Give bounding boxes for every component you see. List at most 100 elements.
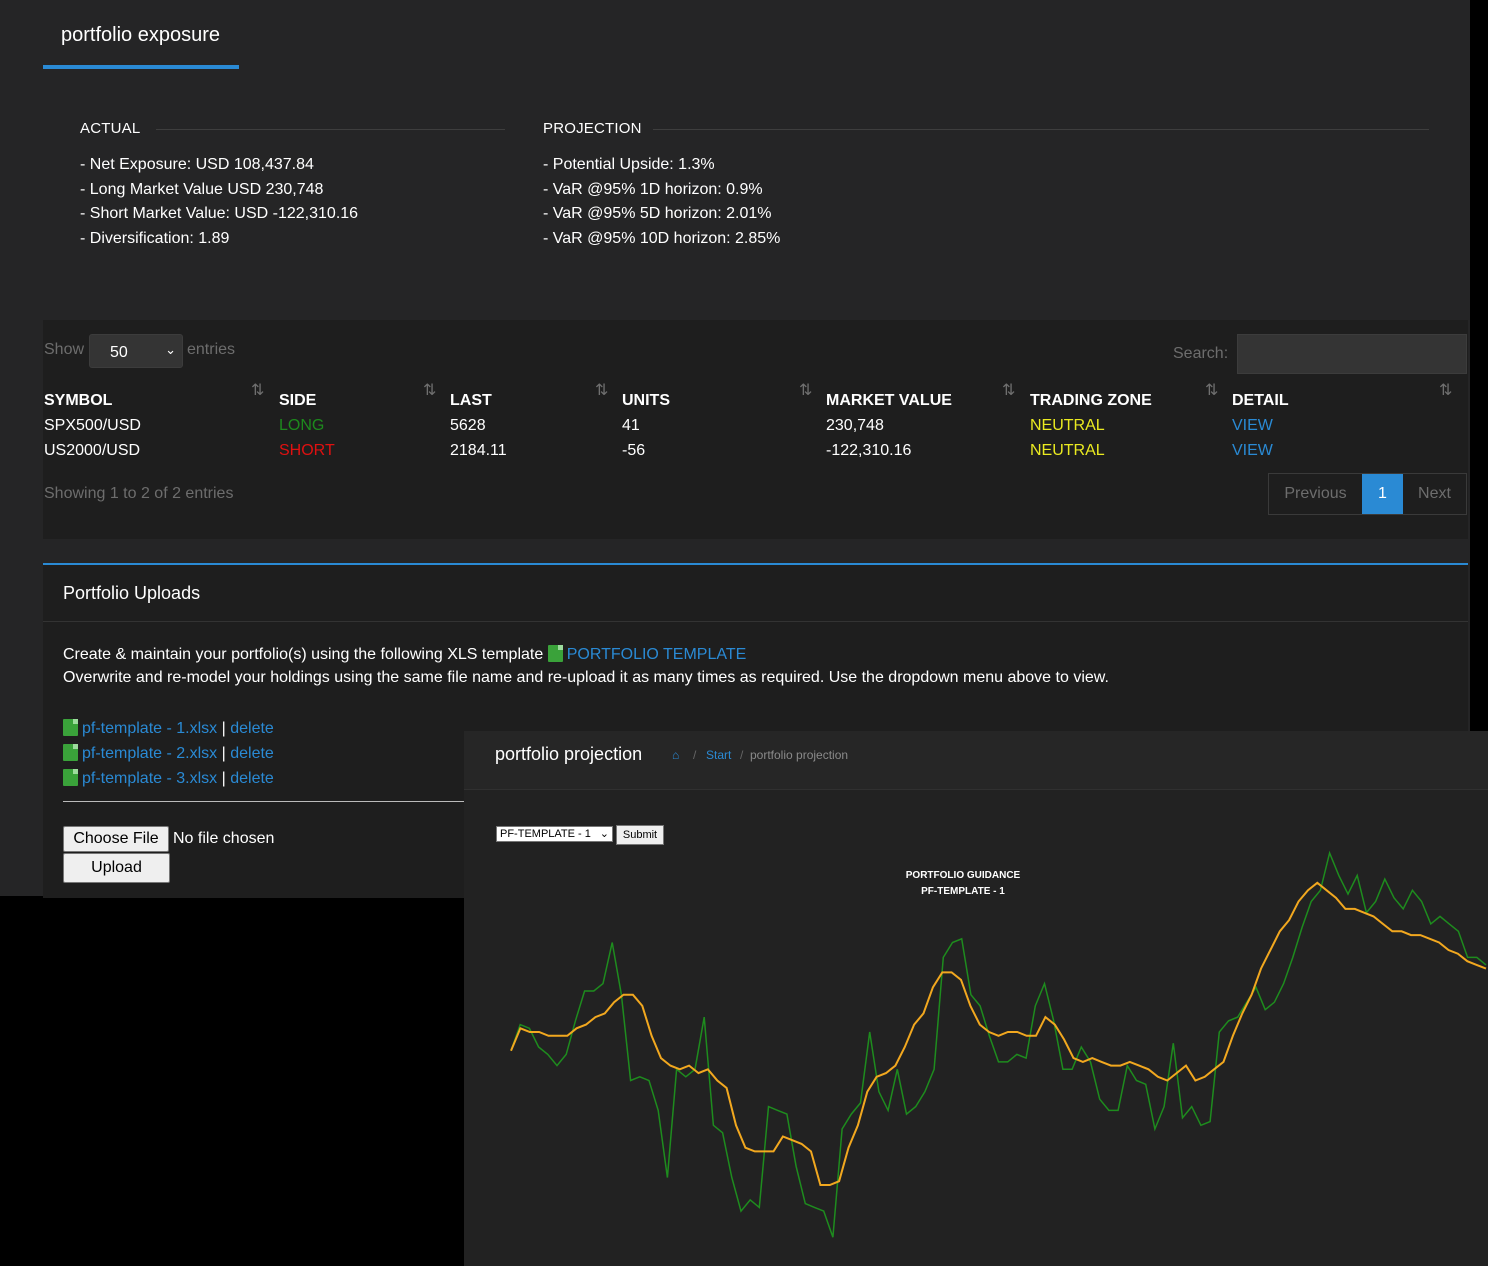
- stat-potential-upside: - Potential Upside: 1.3%: [543, 156, 715, 173]
- sort-icon[interactable]: ⇅: [1439, 382, 1453, 399]
- sort-icon[interactable]: ⇅: [595, 382, 609, 399]
- stat-var-10d: - VaR @95% 10D horizon: 2.85%: [543, 230, 781, 248]
- projection-header: portfolio projection ⌂ / Start / portfol…: [464, 731, 1488, 790]
- cell-symbol: US2000/USD: [44, 442, 141, 459]
- actual-stats: - Net Exposure: USD 108,437.84 - Long Ma…: [80, 153, 358, 252]
- chevron-down-icon: ⌄: [165, 342, 176, 357]
- uploads-divider: [43, 621, 1468, 622]
- column-header-market-value[interactable]: MARKET VALUE: [826, 392, 952, 409]
- cell-trading-zone: NEUTRAL: [1030, 417, 1105, 434]
- entries-length-value: 50: [110, 344, 128, 361]
- portfolio-select-value: PF-TEMPLATE - 1: [500, 828, 591, 840]
- search-label: Search:: [1173, 345, 1229, 362]
- search-input[interactable]: [1237, 334, 1467, 374]
- entries-length-select[interactable]: 50 ⌄: [89, 334, 183, 368]
- stat-diversification: - Diversification: 1.89: [80, 230, 230, 248]
- cell-trading-zone: NEUTRAL: [1030, 442, 1105, 459]
- home-icon[interactable]: ⌂: [672, 748, 680, 762]
- portfolio-guidance-chart: [510, 850, 1487, 1238]
- delete-link[interactable]: delete: [230, 770, 274, 787]
- xls-file-icon: [547, 645, 563, 662]
- tab-label: portfolio exposure: [61, 24, 220, 46]
- stat-var-5d: - VaR @95% 5D horizon: 2.01%: [543, 205, 772, 223]
- cell-last: 2184.11: [450, 442, 507, 459]
- sort-icon[interactable]: ⇅: [799, 382, 813, 399]
- actual-divider: [156, 129, 505, 130]
- breadcrumb-start[interactable]: Start: [706, 748, 732, 762]
- sort-icon[interactable]: ⇅: [1205, 382, 1219, 399]
- tab-portfolio-exposure[interactable]: portfolio exposure: [43, 0, 239, 69]
- file-separator: |: [221, 770, 226, 787]
- stat-var-1d: - VaR @95% 1D horizon: 0.9%: [543, 180, 763, 198]
- uploads-title: Portfolio Uploads: [63, 583, 201, 603]
- portfolio-select[interactable]: PF-TEMPLATE - 1 ⌄: [496, 826, 613, 842]
- xls-file-icon: [63, 719, 78, 736]
- sort-icon[interactable]: ⇅: [423, 382, 437, 399]
- cell-market-value: -122,310.16: [826, 442, 912, 459]
- files-divider: [63, 801, 483, 802]
- chevron-down-icon: ⌄: [599, 828, 609, 840]
- projection-title: portfolio projection: [495, 744, 643, 764]
- page-1-button[interactable]: 1: [1362, 474, 1403, 514]
- column-header-side[interactable]: SIDE: [279, 392, 317, 409]
- cell-side: SHORT: [279, 442, 335, 459]
- cell-market-value: 230,748: [826, 417, 884, 434]
- cell-symbol: SPX500/USD: [44, 417, 141, 434]
- table-info: Showing 1 to 2 of 2 entries: [44, 485, 234, 502]
- sort-icon[interactable]: ⇅: [1002, 382, 1016, 399]
- positions-table-panel: Show 50 ⌄ entries Search: SYMBOL ⇅ SIDE …: [43, 320, 1468, 539]
- delete-link[interactable]: delete: [230, 720, 274, 737]
- column-header-trading-zone[interactable]: TRADING ZONE: [1030, 392, 1152, 409]
- previous-page-button[interactable]: Previous: [1284, 485, 1347, 502]
- chart-subtitle: PF-TEMPLATE - 1: [921, 886, 1005, 897]
- entries-label: entries: [187, 341, 236, 358]
- sort-asc-icon[interactable]: ⇅: [251, 382, 265, 399]
- breadcrumb-separator: /: [740, 748, 744, 762]
- file-item: pf-template - 1.xlsx | delete: [63, 719, 274, 738]
- series-line-1: [510, 881, 1487, 1186]
- instruction-text-2: Overwrite and re-model your holdings usi…: [63, 669, 1109, 686]
- actual-heading: ACTUAL: [80, 120, 141, 137]
- cell-side: LONG: [279, 417, 325, 434]
- choose-file-button[interactable]: Choose File: [63, 826, 169, 852]
- stat-long-market-value: - Long Market Value USD 230,748: [80, 180, 324, 198]
- delete-link[interactable]: delete: [230, 745, 274, 762]
- projection-heading: PROJECTION: [543, 120, 642, 137]
- portfolio-projection-window: portfolio projection ⌂ / Start / portfol…: [464, 731, 1488, 1266]
- breadcrumb-current: portfolio projection: [750, 748, 849, 762]
- column-header-symbol[interactable]: SYMBOL: [44, 392, 113, 409]
- file-separator: |: [221, 745, 226, 762]
- series-line-0: [510, 850, 1487, 1238]
- file-link[interactable]: pf-template - 1.xlsx: [82, 720, 218, 737]
- show-label: Show: [44, 341, 85, 358]
- portfolio-template-link[interactable]: PORTFOLIO TEMPLATE: [566, 646, 747, 663]
- xls-file-icon: [63, 744, 78, 761]
- stat-net-exposure: - Net Exposure: USD 108,437.84: [80, 156, 314, 173]
- file-link[interactable]: pf-template - 2.xlsx: [82, 745, 218, 762]
- pagination: Previous 1 Next: [1268, 473, 1467, 515]
- column-header-units[interactable]: UNITS: [622, 392, 670, 409]
- next-page-button[interactable]: Next: [1418, 485, 1451, 502]
- file-item: pf-template - 2.xlsx | delete: [63, 744, 274, 763]
- breadcrumb-separator: /: [693, 748, 697, 762]
- no-file-chosen-text: No file chosen: [173, 830, 275, 847]
- cell-units: -56: [622, 442, 646, 459]
- xls-file-icon: [63, 769, 78, 786]
- projection-divider: [653, 129, 1429, 130]
- instruction-text: Create & maintain your portfolio(s) usin…: [63, 646, 544, 663]
- uploads-instructions: Create & maintain your portfolio(s) usin…: [63, 645, 746, 664]
- view-link[interactable]: VIEW: [1232, 417, 1273, 434]
- file-link[interactable]: pf-template - 3.xlsx: [82, 770, 218, 787]
- file-separator: |: [221, 720, 226, 737]
- column-header-detail[interactable]: DETAIL: [1232, 392, 1289, 409]
- file-item: pf-template - 3.xlsx | delete: [63, 769, 274, 788]
- view-link[interactable]: VIEW: [1232, 442, 1273, 459]
- projection-stats: - Potential Upside: 1.3% - VaR @95% 1D h…: [543, 153, 780, 252]
- stat-short-market-value: - Short Market Value: USD -122,310.16: [80, 205, 359, 223]
- column-header-last[interactable]: LAST: [450, 392, 492, 409]
- cell-units: 41: [622, 417, 640, 434]
- tab-active-indicator: [43, 65, 239, 69]
- submit-button[interactable]: Submit: [616, 825, 664, 845]
- chart-title: PORTFOLIO GUIDANCE: [905, 870, 1021, 881]
- upload-button[interactable]: Upload: [63, 853, 170, 883]
